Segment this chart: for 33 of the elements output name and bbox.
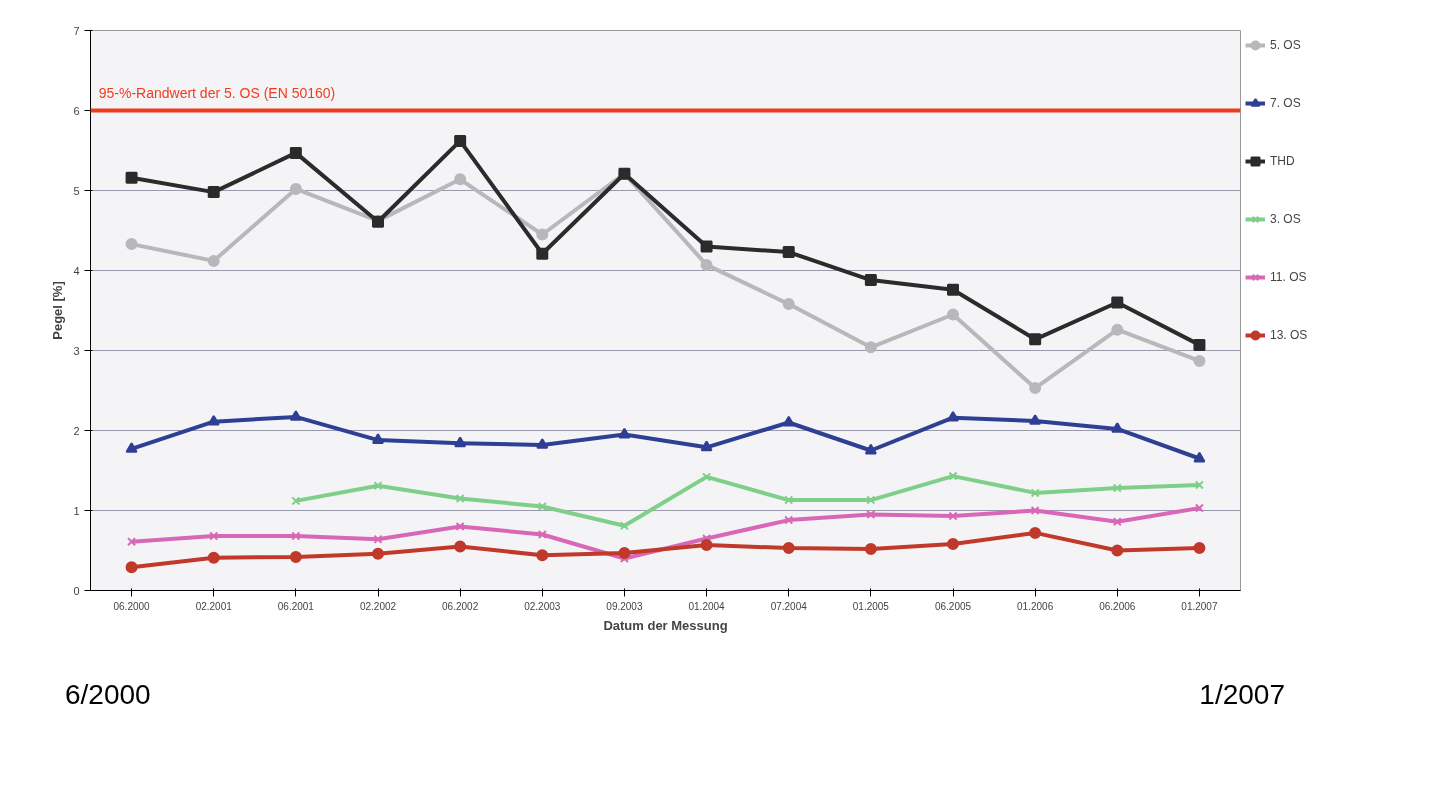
x-tick-label: 07.2004: [770, 600, 808, 612]
x-tick-label: 01.2007: [1181, 600, 1218, 612]
x-tick-label: 06.2005: [934, 600, 972, 612]
x-tick-label: 06.2002: [442, 600, 479, 612]
y-tick-label: 1: [73, 504, 80, 517]
legend-label: THD: [1270, 154, 1295, 168]
legend-label: 11. OS: [1270, 270, 1307, 284]
x-tick-label: 06.2001: [277, 600, 315, 612]
x-tick-label: 01.2004: [688, 600, 726, 612]
y-tick-label: 0: [73, 584, 80, 597]
legend-label: 13. OS: [1270, 328, 1308, 342]
legend-label: 5. OS: [1270, 38, 1301, 52]
ref-line-label: 95-%-Randwert der 5. OS (EN 50160): [98, 84, 336, 101]
x-tick-label: 01.2006: [1017, 600, 1054, 612]
x-tick-label: 02.2001: [195, 600, 233, 612]
y-tick-label: 5: [73, 184, 80, 197]
y-tick-label: 6: [73, 104, 80, 117]
x-tick-label: 09.2003: [606, 600, 643, 612]
y-axis-title: Pegel [%]: [50, 281, 66, 340]
y-tick-label: 3: [73, 344, 80, 357]
x-tick-label: 02.2002: [359, 600, 397, 612]
x-tick-label: 01.2005: [852, 600, 890, 612]
y-tick-label: 7: [73, 24, 80, 37]
y-tick-label: 2: [73, 424, 80, 437]
y-tick-label: 4: [73, 264, 80, 277]
text: 1/2007: [1199, 678, 1285, 712]
legend-label: 7. OS: [1270, 96, 1301, 110]
x-tick-label: 06.2006: [1099, 600, 1136, 612]
text: 6/2000: [65, 678, 151, 712]
x-axis-title: Datum der Messung: [603, 617, 728, 633]
x-tick-label: 06.2000: [113, 600, 151, 612]
x-tick-label: 02.2003: [524, 600, 561, 612]
legend-label: 3. OS: [1270, 212, 1301, 226]
